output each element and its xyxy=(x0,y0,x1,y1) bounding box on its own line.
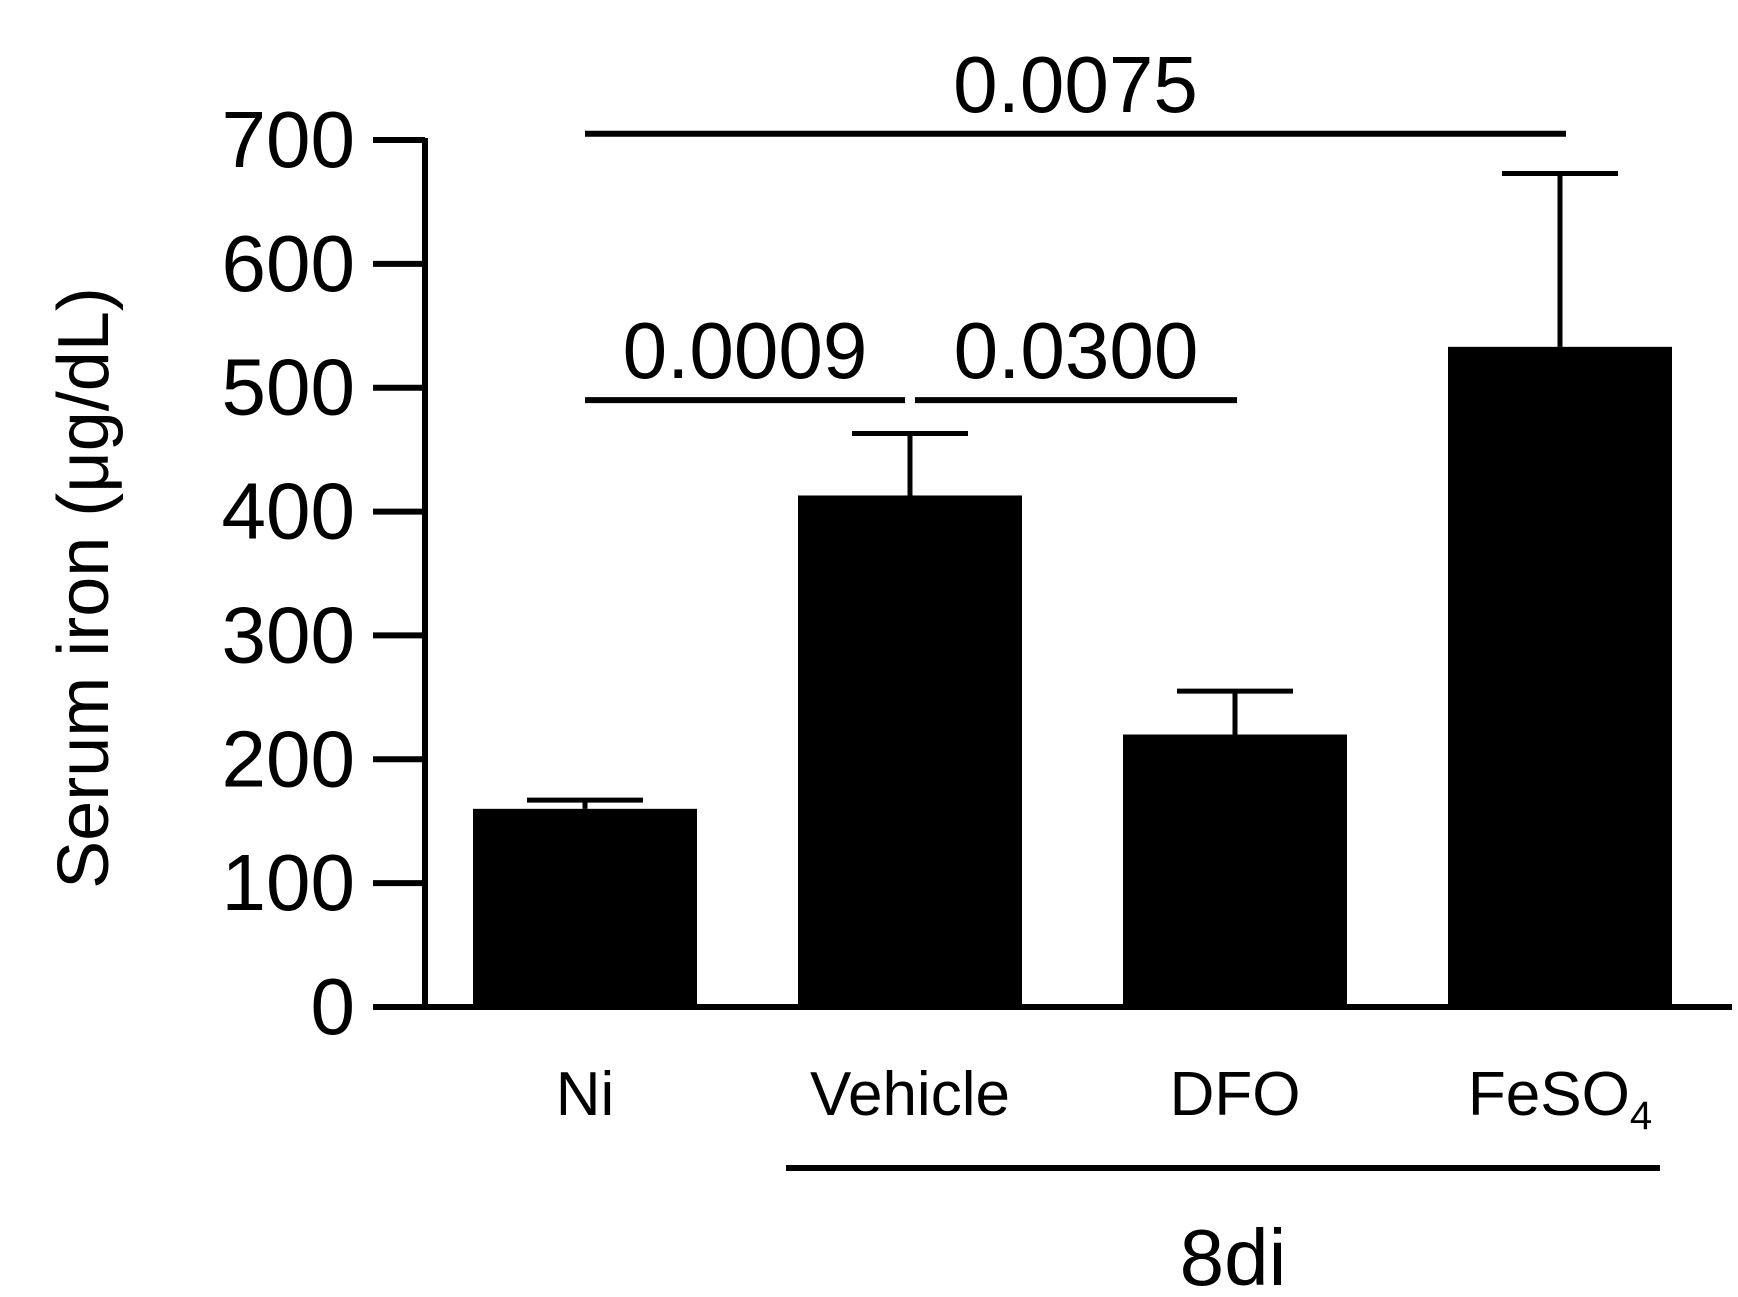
x-tick-label: Vehicle xyxy=(810,1060,1010,1129)
bar-dfo xyxy=(1123,734,1347,1007)
y-tick-label: 200 xyxy=(222,714,355,803)
y-tick-label: 0 xyxy=(311,962,356,1051)
bar-feso4 xyxy=(1448,346,1672,1007)
y-tick-label: 300 xyxy=(222,590,355,679)
x-tick-label: Ni xyxy=(556,1060,615,1129)
bar-vehicle xyxy=(798,495,1022,1007)
plot-area: 0 100 200 300 400 500 600 700 Ni Vehicle DFO FeSO4 8… xyxy=(222,40,1732,1297)
y-tick-label: 600 xyxy=(222,219,355,308)
y-tick-label: 100 xyxy=(222,838,355,927)
y-tick-label: 700 xyxy=(222,95,355,184)
x-tick-label: DFO xyxy=(1170,1060,1301,1129)
y-tick-label: 400 xyxy=(222,467,355,556)
y-axis-label: Serum iron (μg/dL) xyxy=(44,287,124,889)
p-value-label: 0.0075 xyxy=(953,40,1198,129)
p-value-label: 0.0300 xyxy=(954,306,1199,395)
y-tick-label: 500 xyxy=(222,343,355,432)
x-tick-label: FeSO4 xyxy=(1468,1060,1652,1138)
bar-ni xyxy=(473,808,697,1007)
group-label: 8di xyxy=(1180,1213,1287,1297)
p-value-label: 0.0009 xyxy=(623,306,868,395)
